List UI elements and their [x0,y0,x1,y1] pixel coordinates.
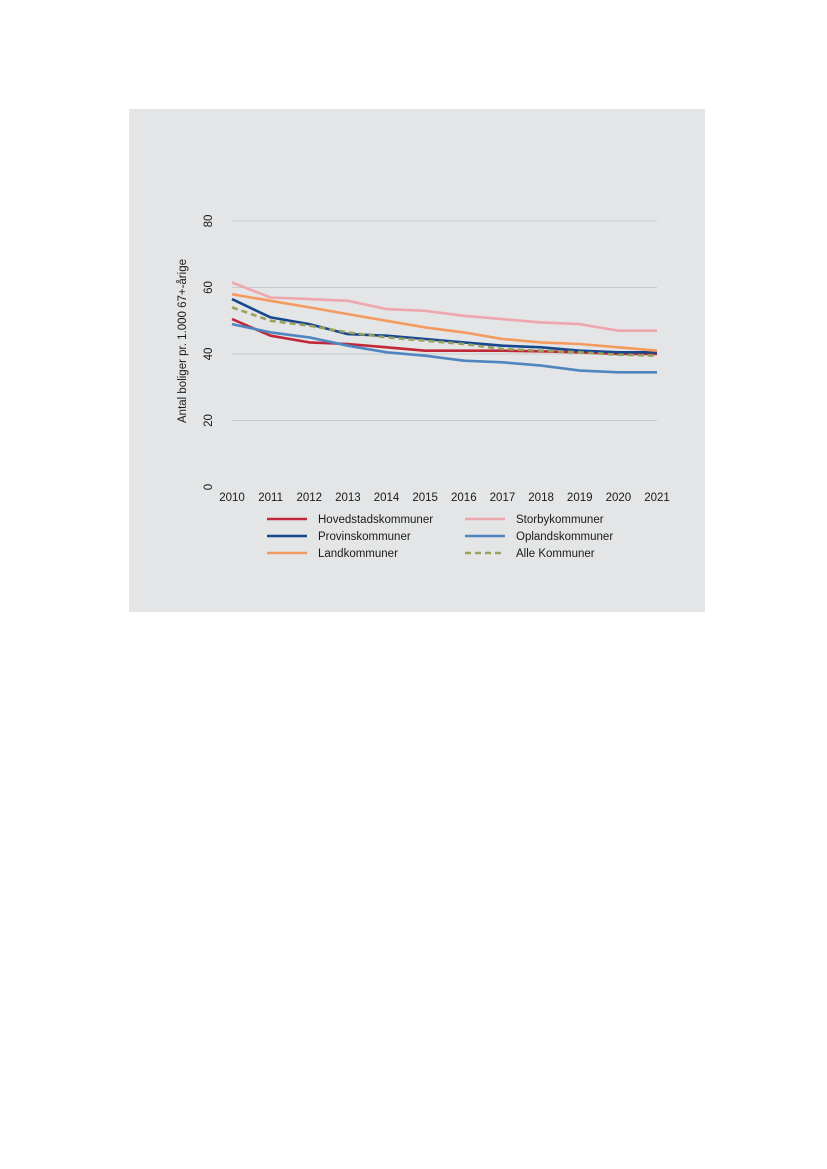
x-tick-label: 2011 [258,492,283,504]
series-line [231,322,657,374]
y-tick-label: 80 [203,215,215,228]
y-tick-labels: 0 20 40 60 80 [203,215,215,491]
legend-label: Provinskommuner [318,531,411,543]
gridlines [232,220,657,421]
series-line [231,297,657,354]
x-tick-label: 2017 [490,492,516,504]
x-tick-label: 2018 [528,492,554,504]
series-line [231,317,657,356]
x-tick-label: 2020 [606,492,632,504]
chart-panel: 0 20 40 60 80 2010 2011 2012 2013 2014 2015 2016 20… [129,109,705,612]
x-tick-label: 2015 [412,492,438,504]
x-tick-label: 2016 [451,492,477,504]
y-tick-label: 40 [203,348,215,361]
x-tick-label: 2010 [219,492,245,504]
legend-label: Oplandskommuner [516,531,613,543]
x-tick-label: 2014 [374,492,400,504]
x-tick-labels: 2010 2011 2012 2013 2014 2015 2016 2017 2018 2019… [219,492,670,504]
x-tick-label: 2012 [296,492,322,504]
legend-label: Storbykommuner [516,514,604,526]
legend-label: Alle Kommuner [516,548,595,560]
series-line [231,292,658,352]
legend-label: Hovedstadskommuner [318,514,433,526]
x-tick-label: 2013 [335,492,361,504]
x-tick-label: 2021 [644,492,670,504]
series-line [231,306,658,357]
series-line [231,281,657,332]
y-tick-label: 0 [203,484,215,490]
x-tick-label: 2019 [567,492,593,504]
y-axis-label: Antal boliger pr. 1.000 67+-årige [177,259,189,423]
legend-label: Landkommuner [318,548,398,560]
series-lines [231,281,658,374]
y-tick-label: 60 [203,281,215,294]
y-tick-label: 20 [203,414,215,427]
legend: Hovedstadskommuner Storbykommuner Provinsk… [267,514,613,560]
